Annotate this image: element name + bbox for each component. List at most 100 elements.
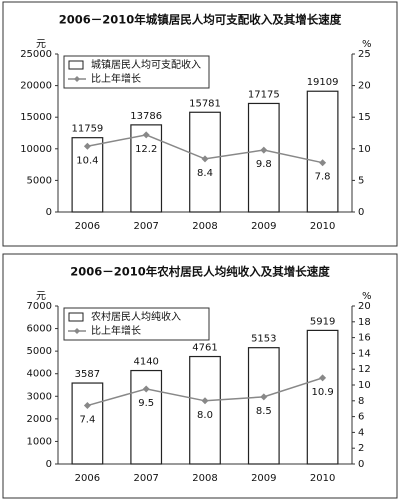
bar-value-label: 13786: [130, 111, 162, 122]
y-tick-label: 7000: [27, 301, 52, 312]
line-label-bg: [135, 141, 158, 155]
bar: [306, 90, 339, 213]
bar-value-label: 4140: [133, 357, 158, 368]
y2-tick-label: 0: [358, 459, 364, 470]
bar-value-label: 5919: [310, 316, 335, 327]
chart-frame: [2, 253, 398, 499]
y2-tick-label: 4: [358, 427, 364, 438]
line-point: [260, 146, 268, 154]
line-value-label: 9.8: [256, 159, 272, 170]
y2-tick-label: 10: [358, 144, 371, 155]
bar-value-label: 19109: [307, 77, 339, 88]
x-tick-label: 2007: [133, 221, 158, 232]
x-tick-label: 2010: [310, 221, 335, 232]
x-tick-label: 2007: [133, 473, 158, 484]
line-value-label: 9.5: [138, 398, 154, 409]
y-tick-label: 5000: [27, 175, 52, 186]
line-label-bg: [76, 412, 99, 426]
x-tick-label: 2009: [251, 221, 276, 232]
y-tick-label: 6000: [27, 324, 52, 335]
bar: [71, 137, 104, 213]
line-label-bg: [135, 395, 158, 409]
y2-tick-label: 12: [358, 364, 371, 375]
y-axis-unit: 元: [36, 291, 46, 302]
chart-title: 2006－2010年农村居民人均纯收入及其增长速度: [70, 265, 330, 279]
y-tick-label: 0: [46, 459, 52, 470]
line-point: [201, 397, 209, 405]
legend-marker: [74, 76, 80, 82]
bar-value-label: 17175: [248, 89, 280, 100]
bar-value-label: 11759: [71, 124, 103, 135]
y-tick-label: 5000: [27, 346, 52, 357]
line-value-label: 8.4: [197, 168, 213, 179]
line-label-bg: [76, 153, 99, 167]
legend-box: [63, 55, 210, 89]
y-tick-label: 15000: [20, 112, 52, 123]
bar-value-label: 3587: [75, 369, 100, 380]
bar-value-label: 15781: [189, 98, 221, 109]
bar-value-label: 4761: [192, 343, 217, 354]
bar: [130, 369, 163, 465]
line-value-label: 10.9: [311, 387, 333, 398]
y2-axis-unit: %: [362, 39, 372, 50]
chart-frame: [2, 1, 398, 247]
line-point: [319, 374, 327, 382]
y2-tick-label: 18: [358, 317, 371, 328]
line-point: [319, 159, 327, 167]
line-value-label: 8.0: [197, 410, 213, 421]
y2-tick-label: 15: [358, 112, 371, 123]
legend-label: 比上年增长: [91, 324, 141, 337]
y-tick-label: 10000: [20, 144, 52, 155]
x-tick-label: 2008: [192, 473, 217, 484]
line-label-bg: [194, 407, 216, 421]
line-point: [142, 131, 150, 139]
line-value-label: 10.4: [76, 155, 98, 166]
line-label-bg: [252, 157, 275, 171]
line-point: [142, 385, 150, 393]
x-tick-label: 2008: [192, 221, 217, 232]
x-tick-label: 2006: [75, 473, 100, 484]
y2-tick-label: 0: [358, 207, 364, 218]
legend-swatch: [68, 60, 84, 70]
line-point: [83, 142, 91, 150]
line-point: [83, 402, 91, 410]
y-tick-label: 0: [46, 207, 52, 218]
legend-box: [63, 307, 210, 341]
x-tick-label: 2010: [310, 473, 335, 484]
y2-tick-label: 25: [358, 49, 371, 60]
y2-tick-label: 20: [358, 81, 371, 92]
x-tick-label: 2009: [251, 473, 276, 484]
line-value-label: 12.2: [135, 144, 157, 155]
y2-tick-label: 6: [358, 412, 364, 423]
line-value-label: 7.4: [79, 415, 95, 426]
chart-title: 2006－2010年城镇居民人均可支配收入及其增长速度: [59, 13, 342, 27]
legend-marker: [74, 328, 80, 334]
line-label-bg: [311, 384, 334, 398]
legend-label: 农村居民人均纯收入: [91, 310, 181, 323]
y2-tick-label: 20: [358, 301, 371, 312]
legend-label: 比上年增长: [91, 72, 141, 85]
line-label-bg: [311, 169, 334, 183]
y2-tick-label: 2: [358, 443, 364, 454]
y-tick-label: 3000: [27, 391, 52, 402]
y-tick-label: 20000: [20, 81, 52, 92]
line-value-label: 8.5: [256, 406, 272, 417]
x-tick-label: 2006: [75, 221, 100, 232]
legend-swatch: [68, 312, 84, 322]
line-label-bg: [194, 165, 216, 179]
y-tick-label: 2000: [27, 414, 52, 425]
line-point: [260, 393, 268, 401]
y-tick-label: 25000: [20, 49, 52, 60]
y2-tick-label: 8: [358, 396, 364, 407]
line-label-bg: [252, 403, 275, 417]
y-tick-label: 1000: [27, 436, 52, 447]
legend-label: 城镇居民人均可支配收入: [91, 58, 201, 71]
y-axis-unit: 元: [36, 39, 46, 50]
y2-tick-label: 10: [358, 380, 371, 391]
line-value-label: 7.8: [315, 172, 331, 183]
y2-tick-label: 5: [358, 175, 364, 186]
bar-value-label: 5153: [251, 334, 276, 345]
